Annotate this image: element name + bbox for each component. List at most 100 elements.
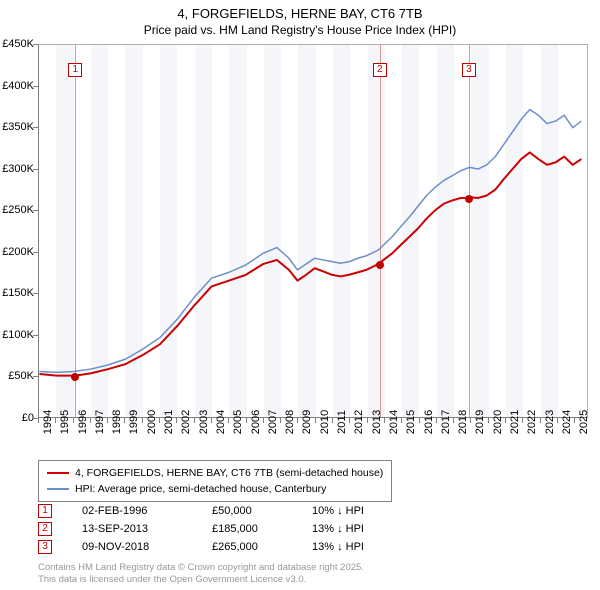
x-tick: [557, 418, 558, 423]
series-line: [39, 152, 581, 375]
y-tick-label: £100K: [0, 329, 34, 341]
event-marker-badge: 2: [38, 522, 52, 536]
x-tick-label: 2005: [232, 410, 244, 434]
x-tick-label: 2008: [284, 410, 296, 434]
event-row: 2 13-SEP-2013£185,00013% ↓ HPI: [38, 520, 402, 538]
title-address: 4, FORGEFIELDS, HERNE BAY, CT6 7TB: [0, 6, 600, 21]
y-tick: [33, 376, 38, 377]
y-tick: [33, 210, 38, 211]
x-tick-label: 2003: [198, 410, 210, 434]
event-delta: 13% ↓ HPI: [312, 523, 402, 535]
x-tick-label: 2016: [423, 410, 435, 434]
y-tick-label: £50K: [0, 370, 34, 382]
x-tick-label: 2023: [544, 410, 556, 434]
x-tick: [349, 418, 350, 423]
x-tick: [124, 418, 125, 423]
x-tick-label: 2022: [526, 410, 538, 434]
footer-line2: This data is licensed under the Open Gov…: [38, 574, 364, 586]
x-tick-label: 2004: [215, 410, 227, 434]
event-delta: 10% ↓ HPI: [312, 505, 402, 517]
legend-item: HPI: Average price, semi-detached house,…: [47, 481, 383, 497]
y-tick-label: £200K: [0, 246, 34, 258]
x-tick: [470, 418, 471, 423]
x-tick: [419, 418, 420, 423]
y-tick: [33, 86, 38, 87]
x-tick: [332, 418, 333, 423]
x-tick: [522, 418, 523, 423]
x-tick: [142, 418, 143, 423]
x-tick-label: 2013: [371, 410, 383, 434]
chart-plot-area: 123: [38, 44, 588, 418]
chart-title-block: 4, FORGEFIELDS, HERNE BAY, CT6 7TB Price…: [0, 0, 600, 39]
event-date: 02-FEB-1996: [82, 505, 212, 517]
x-tick: [246, 418, 247, 423]
y-tick: [33, 335, 38, 336]
event-date: 09-NOV-2018: [82, 541, 212, 553]
x-tick: [228, 418, 229, 423]
x-tick: [384, 418, 385, 423]
marker-dot: [376, 261, 384, 269]
x-tick-label: 2012: [353, 410, 365, 434]
y-tick-label: £400K: [0, 80, 34, 92]
x-tick: [176, 418, 177, 423]
x-tick: [90, 418, 91, 423]
x-tick: [280, 418, 281, 423]
y-tick: [33, 293, 38, 294]
x-tick-label: 2017: [440, 410, 452, 434]
x-tick: [401, 418, 402, 423]
x-tick-label: 1997: [94, 410, 106, 434]
event-date: 13-SEP-2013: [82, 523, 212, 535]
event-row: 309-NOV-2018£265,00013% ↓ HPI: [38, 538, 402, 556]
event-marker-badge: 1: [38, 504, 52, 518]
x-tick-label: 2024: [561, 410, 573, 434]
y-tick-label: £150K: [0, 287, 34, 299]
marker-badge: 2: [373, 63, 387, 77]
chart-lines: [39, 45, 587, 417]
x-tick: [315, 418, 316, 423]
event-delta: 13% ↓ HPI: [312, 541, 402, 553]
events-table: 102-FEB-1996£50,00010% ↓ HPI213-SEP-2013…: [38, 502, 402, 556]
y-tick-label: £350K: [0, 121, 34, 133]
marker-badge: 1: [68, 63, 82, 77]
x-tick: [73, 418, 74, 423]
series-line: [39, 109, 581, 372]
x-tick-label: 2000: [146, 410, 158, 434]
event-price: £265,000: [212, 541, 312, 553]
x-tick: [263, 418, 264, 423]
legend-item: 4, FORGEFIELDS, HERNE BAY, CT6 7TB (semi…: [47, 465, 383, 481]
y-tick: [33, 169, 38, 170]
x-tick-label: 2019: [474, 410, 486, 434]
x-tick: [436, 418, 437, 423]
chart-legend: 4, FORGEFIELDS, HERNE BAY, CT6 7TB (semi…: [38, 460, 392, 502]
x-tick: [159, 418, 160, 423]
x-tick-label: 2018: [457, 410, 469, 434]
x-tick-label: 2009: [301, 410, 313, 434]
y-tick-label: £300K: [0, 163, 34, 175]
x-tick: [211, 418, 212, 423]
x-tick: [107, 418, 108, 423]
legend-swatch: [47, 488, 69, 490]
event-price: £185,000: [212, 523, 312, 535]
legend-label: 4, FORGEFIELDS, HERNE BAY, CT6 7TB (semi…: [75, 467, 383, 479]
x-tick: [488, 418, 489, 423]
x-tick-label: 2001: [163, 410, 175, 434]
y-tick-label: £250K: [0, 204, 34, 216]
x-tick-label: 2002: [180, 410, 192, 434]
x-tick-label: 1996: [77, 410, 89, 434]
x-tick: [297, 418, 298, 423]
marker-dot: [71, 373, 79, 381]
x-tick-label: 1994: [42, 410, 54, 434]
title-subtitle: Price paid vs. HM Land Registry's House …: [0, 23, 600, 37]
y-tick-label: £0: [0, 412, 34, 424]
x-tick-label: 2020: [492, 410, 504, 434]
footer-attribution: Contains HM Land Registry data © Crown c…: [38, 562, 364, 586]
y-tick-label: £450K: [0, 38, 34, 50]
x-tick: [55, 418, 56, 423]
x-tick: [38, 418, 39, 423]
x-tick: [453, 418, 454, 423]
x-tick: [194, 418, 195, 423]
event-row: 102-FEB-1996£50,00010% ↓ HPI: [38, 502, 402, 520]
y-tick: [33, 252, 38, 253]
y-tick: [33, 44, 38, 45]
legend-label: HPI: Average price, semi-detached house,…: [75, 483, 326, 495]
